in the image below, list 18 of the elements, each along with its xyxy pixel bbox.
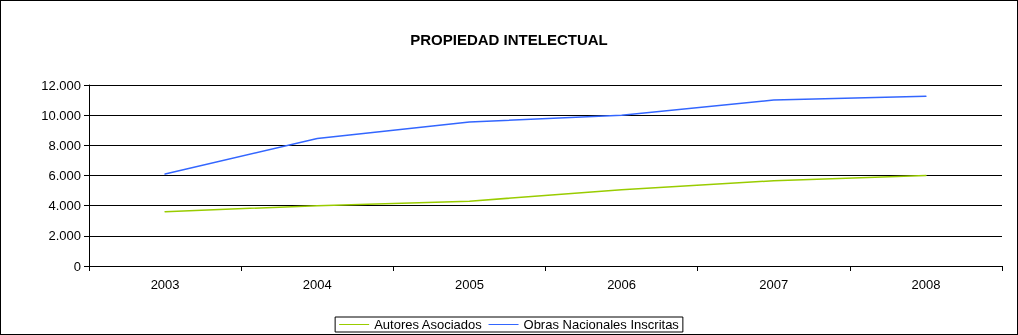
line-series: [164, 95, 927, 175]
x-tick-label: 2004: [302, 277, 332, 292]
y-tick-label: 0: [73, 258, 81, 274]
x-tick-label: 2007: [759, 277, 789, 292]
y-tick-label: 8.000: [48, 137, 81, 153]
y-tick-label: 12.000: [41, 77, 81, 93]
x-tick-label: 2006: [607, 277, 637, 292]
y-tick-label: 2.000: [48, 228, 81, 244]
chart-title: PROPIEDAD INTELECTUAL: [410, 31, 608, 48]
x-tick-label: 2003: [150, 277, 180, 292]
x-tick-label: 2008: [911, 277, 941, 292]
x-tick-label: 2005: [454, 277, 484, 292]
line-series: [164, 174, 927, 213]
y-tick-label: 10.000: [41, 107, 81, 123]
legend-label: Autores Asociados: [374, 317, 483, 332]
y-tick-label: 6.000: [48, 168, 81, 183]
legend-label: Obras Nacionales Inscritas: [523, 317, 680, 332]
y-tick-label: 4.000: [48, 198, 81, 214]
